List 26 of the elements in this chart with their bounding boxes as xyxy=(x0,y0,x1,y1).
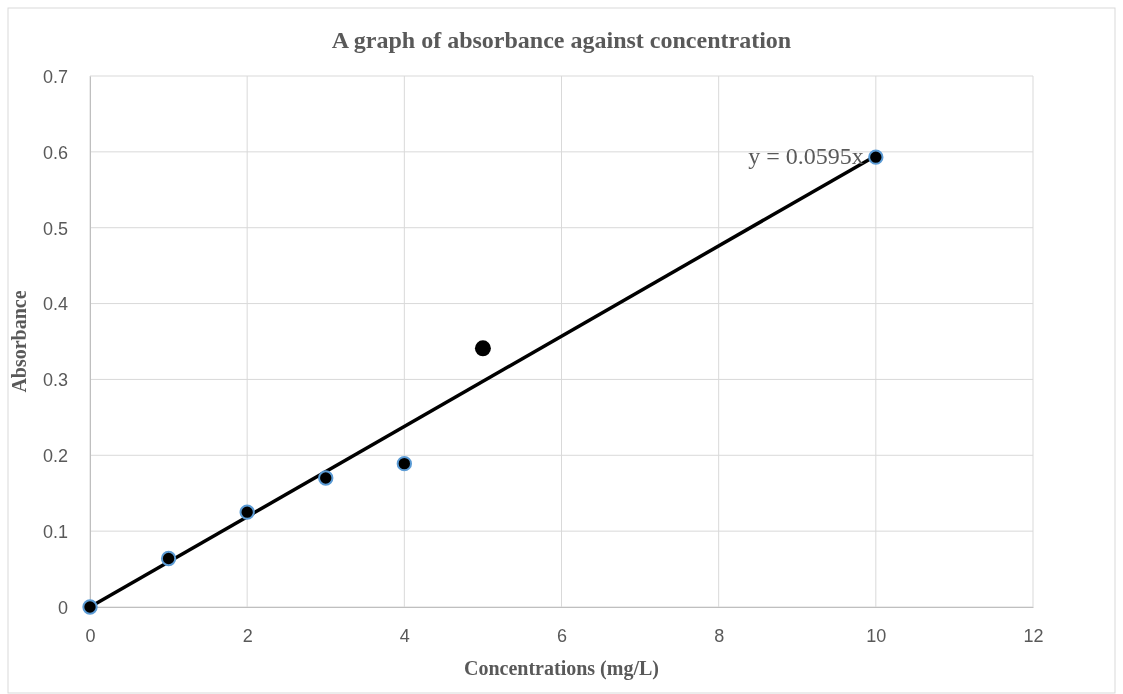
y-tick-label: 0 xyxy=(57,597,68,618)
point xyxy=(318,470,334,486)
chart-title: A graph of absorbance against concentration xyxy=(331,27,792,53)
y-tick-label: 0.3 xyxy=(42,370,68,391)
x-tick-label: 6 xyxy=(556,625,568,646)
point xyxy=(868,149,884,165)
y-axis-title: Absorbance xyxy=(8,290,30,393)
x-tick-label: 12 xyxy=(1023,625,1044,646)
y-tick-label: 0.1 xyxy=(42,521,68,542)
point xyxy=(239,504,255,520)
y-tick-label: 0.4 xyxy=(42,294,68,315)
x-tick-label: 4 xyxy=(399,625,410,646)
point xyxy=(82,599,98,615)
point xyxy=(160,550,177,567)
x-tick-label: 0 xyxy=(85,625,96,646)
point xyxy=(474,340,491,357)
y-tick-label: 0.7 xyxy=(42,66,68,87)
x-axis-title: Concentrations (mg/L) xyxy=(464,657,659,680)
annotation: y = 0.0595x xyxy=(748,142,864,169)
x-tick-label: 2 xyxy=(242,625,253,646)
x-tick-label: 8 xyxy=(714,625,725,646)
x-tick-label: 10 xyxy=(866,625,887,646)
y-tick-label: 0.6 xyxy=(42,142,68,163)
y-tick-label: 0.5 xyxy=(42,218,68,239)
point xyxy=(396,455,413,472)
y-tick-label: 0.2 xyxy=(42,446,68,467)
